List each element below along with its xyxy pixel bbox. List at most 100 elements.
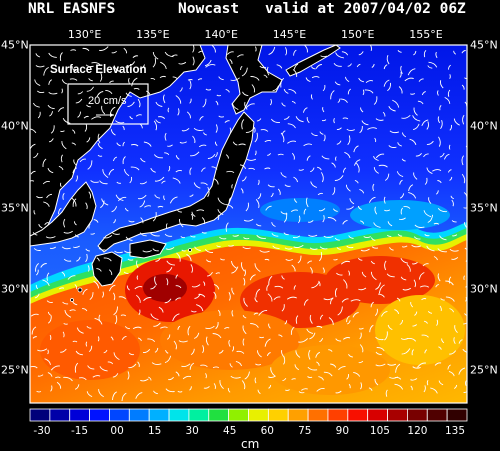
current-arrow xyxy=(336,127,342,131)
current-arrow xyxy=(413,172,418,180)
current-arrow xyxy=(257,389,261,395)
current-arrow xyxy=(153,322,161,327)
colorbar-label: 15 xyxy=(147,425,162,437)
current-arrow xyxy=(94,317,103,325)
current-arrow xyxy=(123,47,127,54)
current-arrow xyxy=(131,77,138,87)
current-arrow xyxy=(63,376,73,382)
current-arrow xyxy=(77,91,84,95)
current-arrow xyxy=(167,107,170,113)
current-arrow xyxy=(129,115,133,120)
current-arrow xyxy=(318,251,323,262)
current-arrow xyxy=(231,287,235,295)
current-arrow xyxy=(63,218,66,228)
current-arrow xyxy=(412,262,418,265)
current-arrow xyxy=(305,77,311,83)
current-arrow xyxy=(88,223,91,229)
current-arrow xyxy=(448,370,455,377)
current-arrow xyxy=(112,156,118,162)
current-arrow xyxy=(386,234,392,237)
current-arrow xyxy=(89,292,94,300)
current-arrow xyxy=(315,351,321,358)
current-arrow xyxy=(302,107,308,113)
current-arrow xyxy=(383,79,390,87)
current-arrow xyxy=(117,196,127,202)
current-arrow xyxy=(111,50,117,54)
current-arrow xyxy=(217,309,221,317)
current-arrow xyxy=(58,287,65,290)
current-arrow xyxy=(42,181,50,185)
current-arrow xyxy=(410,93,416,95)
current-arrow xyxy=(290,209,298,212)
current-arrow xyxy=(421,334,429,338)
current-arrow xyxy=(364,89,374,94)
header-valid: valid at 2007/04/02 06Z xyxy=(265,1,466,17)
current-arrow xyxy=(48,79,53,85)
current-arrow xyxy=(47,349,49,355)
current-arrow xyxy=(297,255,302,264)
current-arrow xyxy=(286,296,298,300)
current-arrow xyxy=(439,80,444,89)
current-arrow xyxy=(153,154,163,159)
current-arrow xyxy=(408,184,414,191)
current-arrow xyxy=(384,173,390,181)
current-arrow xyxy=(231,102,239,111)
current-arrow xyxy=(49,111,53,117)
current-arrow xyxy=(378,293,385,298)
current-arrow xyxy=(293,285,297,290)
current-arrow xyxy=(160,61,167,69)
header-mode: Nowcast xyxy=(178,1,240,17)
scale-label: 20 cm/s xyxy=(88,95,127,107)
current-arrow xyxy=(175,285,182,289)
current-arrow xyxy=(189,362,195,370)
current-arrow xyxy=(448,144,451,150)
current-arrow xyxy=(33,248,41,251)
current-arrow xyxy=(291,100,296,104)
colorbar-label: -30 xyxy=(33,425,51,437)
current-arrow xyxy=(164,132,167,141)
current-arrow xyxy=(50,125,55,134)
current-arrow xyxy=(449,308,454,313)
current-arrow xyxy=(198,144,207,148)
current-arrow xyxy=(76,327,84,334)
current-arrow xyxy=(72,68,77,71)
current-arrow xyxy=(35,65,45,68)
current-arrow xyxy=(155,257,161,262)
current-arrow xyxy=(357,257,363,261)
current-arrow xyxy=(453,50,457,55)
current-arrow xyxy=(290,326,295,335)
current-arrow xyxy=(205,336,209,346)
current-arrow xyxy=(274,285,284,289)
current-arrow xyxy=(316,388,325,392)
current-arrow xyxy=(179,218,184,228)
current-arrow xyxy=(181,127,190,132)
current-arrow xyxy=(342,220,348,225)
current-arrow xyxy=(242,325,247,335)
current-arrow xyxy=(99,71,103,82)
colorbar-swatch xyxy=(248,408,269,422)
current-arrow xyxy=(62,118,71,124)
current-arrow xyxy=(69,309,76,312)
current-arrow xyxy=(105,89,113,95)
current-arrow xyxy=(82,308,88,312)
current-arrow xyxy=(454,324,458,334)
current-arrow xyxy=(347,88,351,95)
current-arrow xyxy=(191,211,196,217)
current-arrow xyxy=(363,236,371,238)
current-arrow xyxy=(386,273,395,278)
current-arrow xyxy=(345,184,351,192)
lat-tick-label-right: 25°N xyxy=(470,363,498,377)
current-arrow xyxy=(253,126,256,133)
current-arrow xyxy=(242,91,249,97)
current-arrow xyxy=(61,271,66,277)
current-arrow xyxy=(61,141,67,150)
current-arrow xyxy=(88,345,93,352)
current-arrow xyxy=(344,151,351,159)
current-arrow xyxy=(282,377,287,381)
current-arrow xyxy=(356,63,361,68)
current-arrow xyxy=(268,275,273,285)
current-arrow xyxy=(60,130,65,132)
current-arrow xyxy=(181,363,191,368)
current-arrow xyxy=(271,222,276,227)
current-arrow xyxy=(266,352,271,357)
